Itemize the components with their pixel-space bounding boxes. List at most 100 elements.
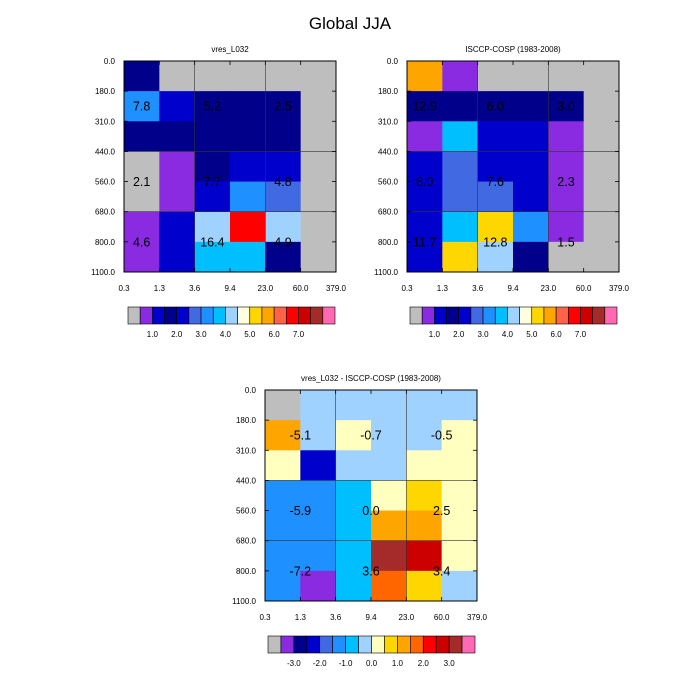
heatmap-cell [441, 510, 478, 542]
x-tick-label: 60.0 [576, 284, 592, 293]
colorbar-box [543, 306, 557, 325]
cell-value-label: 4.6 [133, 235, 150, 249]
heatmap-cell [371, 510, 407, 542]
heatmap-cell [124, 91, 160, 122]
y-tick-label: 680.0 [378, 208, 399, 217]
heatmap-cell [159, 61, 196, 92]
heatmap-cell [335, 390, 372, 421]
x-tick-label: 9.4 [224, 284, 236, 293]
heatmap-cell [300, 540, 337, 572]
colorbar-box [358, 635, 372, 654]
heatmap-cell [194, 181, 231, 213]
colorbar-tick-label: 3.0 [477, 330, 489, 339]
panels-group: vres_L032 0.3 1.3 3.6 9.4 23.0 60.0 379.0 0.0 180… [91, 45, 629, 668]
heatmap-cell [194, 151, 231, 183]
heatmap-cell [442, 241, 479, 273]
colorbar-box [604, 306, 618, 325]
colorbar-box [225, 306, 238, 325]
heatmap-cell [371, 540, 407, 572]
heatmap-cell [300, 91, 337, 122]
y-tick-label: 440.0 [378, 147, 399, 156]
colorbar-tick-label: 3.0 [195, 330, 207, 339]
heatmap-cell [583, 241, 620, 273]
heatmap-cell [407, 151, 443, 183]
heatmap-cell [335, 510, 372, 542]
cell-value-label: 2.5 [274, 100, 291, 114]
panel-title: ISCCP-COSP (1983-2008) [465, 45, 561, 54]
colorbar-box [592, 306, 606, 325]
cell-value-label: 7.6 [487, 175, 504, 189]
cell-value-label: 16.4 [200, 235, 224, 249]
heatmap-cell [371, 420, 407, 451]
heatmap-cell [441, 540, 478, 572]
colorbar-box [580, 306, 593, 325]
heatmap-cell [124, 181, 160, 213]
heatmap-cell [442, 181, 479, 213]
heatmap-cell [230, 121, 266, 152]
x-tick-label: 0.3 [259, 613, 271, 622]
colorbar-box [212, 306, 226, 325]
heatmap-cell [194, 91, 231, 122]
panel-title: vres_L032 [211, 45, 249, 54]
heatmap-cell [442, 151, 479, 183]
colorbar-tick-label: -2.0 [313, 659, 327, 668]
heatmap-cell [335, 570, 372, 602]
colorbar-tick-label: -1.0 [339, 659, 353, 668]
heatmap-cell [513, 151, 549, 183]
y-tick-label: 440.0 [236, 476, 257, 485]
heatmap-cell [194, 211, 231, 243]
heatmap-cell [583, 211, 620, 243]
cell-value-label: 3.0 [557, 100, 574, 114]
colorbar-box [482, 306, 496, 325]
colorbar-box [397, 635, 411, 654]
colorbar-tick-label: 7.0 [293, 330, 305, 339]
x-tick-label: 60.0 [293, 284, 309, 293]
heatmap-cell [265, 121, 302, 152]
colorbar-box [152, 306, 165, 325]
colorbar-tick-label: 6.0 [269, 330, 281, 339]
heatmap-cell [513, 121, 549, 152]
heatmap-cell [124, 241, 160, 273]
colorbar-box [332, 635, 346, 654]
colorbar-tick-label: 4.0 [502, 330, 514, 339]
cell-value-label: 11.7 [413, 235, 436, 249]
heatmap-cell [441, 570, 478, 602]
heatmap-cell [265, 241, 302, 273]
heatmap-cell [194, 61, 231, 92]
y-tick-label: 1100.0 [374, 268, 398, 277]
heatmap-cell [548, 211, 585, 243]
heatmap-cell [124, 121, 160, 152]
colorbar-box [507, 306, 520, 325]
heatmap-cell [406, 510, 443, 542]
heatmap-cell [371, 480, 407, 512]
colorbar-box [188, 306, 202, 325]
heatmap-cell [300, 61, 337, 92]
colorbar-tick-label: -3.0 [287, 659, 301, 668]
colorbar-box [345, 635, 359, 654]
cell-value-label: 2.3 [557, 175, 574, 189]
cell-value-label: -5.9 [290, 504, 312, 518]
heatmap-cell [407, 91, 443, 122]
heatmap-cell [441, 390, 478, 421]
y-tick-label: 310.0 [236, 446, 257, 455]
colorbar-box [200, 306, 214, 325]
colorbar-box [164, 306, 178, 325]
heatmap-cell [230, 241, 266, 273]
cell-value-label: 4.8 [274, 175, 291, 189]
x-tick-label: 9.4 [507, 284, 519, 293]
heatmap-cell [407, 181, 443, 213]
cell-value-label: 3.6 [362, 564, 379, 578]
heatmap-cell [513, 91, 549, 122]
heatmap-cell [441, 480, 478, 512]
x-tick-label: 1.3 [154, 284, 166, 293]
heatmap-cell [265, 91, 302, 122]
heatmap-cell [406, 450, 443, 481]
cell-value-label: 6.0 [487, 100, 504, 114]
colorbar-box [139, 306, 153, 325]
colorbar-tick-label: 3.0 [444, 659, 456, 668]
colorbar-box [409, 306, 423, 325]
cell-value-label: 12.8 [483, 235, 507, 249]
colorbar-box [519, 306, 533, 325]
heatmap-cell [441, 420, 478, 451]
